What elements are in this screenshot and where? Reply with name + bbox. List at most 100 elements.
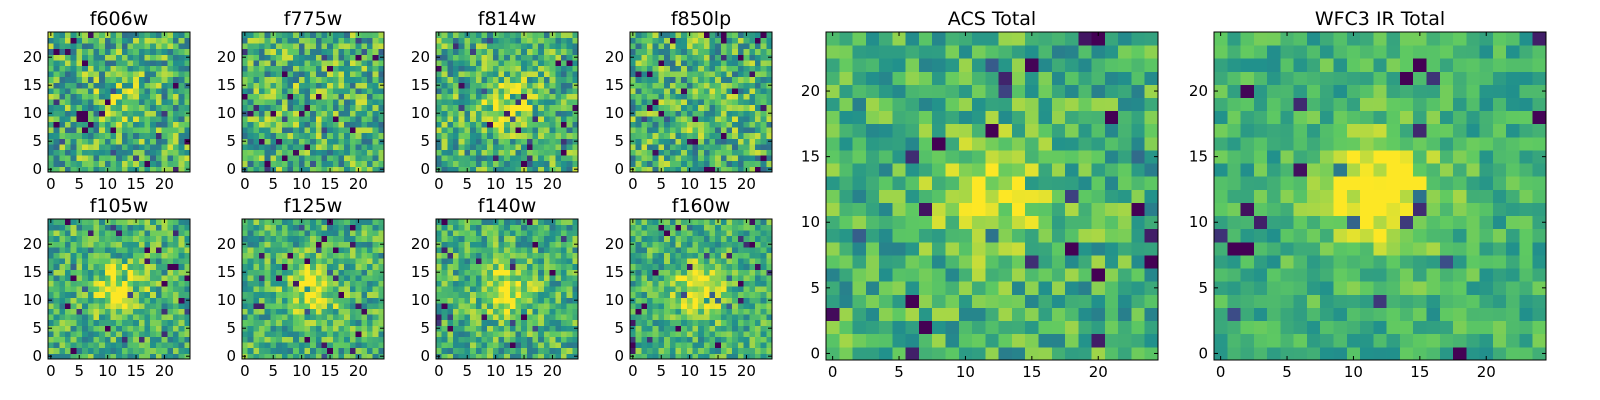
pixel-cell: [93, 149, 100, 156]
pixel-cell: [560, 32, 568, 38]
pixel-cell: [532, 308, 539, 315]
pixel-cell: [641, 325, 648, 332]
pixel-cell: [475, 247, 482, 253]
pixel-cell: [464, 314, 471, 321]
pixel-cell: [754, 121, 762, 128]
pixel-cell: [521, 291, 528, 298]
pixel-cell: [538, 155, 545, 162]
pixel-cell: [549, 37, 556, 44]
pixel-cell: [270, 138, 277, 145]
pixel-cell: [526, 82, 533, 89]
pixel-cell: [127, 65, 134, 72]
x-tick-label: 15: [514, 362, 533, 380]
pixel-cell: [760, 32, 767, 38]
pixel-cell: [155, 48, 162, 55]
pixel-cell: [754, 160, 762, 167]
pixel-cell: [504, 297, 511, 304]
pixel-cell: [150, 297, 157, 304]
pixel-cell: [675, 286, 682, 293]
pixel-cell: [732, 149, 739, 156]
pixel-cell: [538, 144, 545, 150]
pixel-cell: [492, 258, 499, 265]
pixel-cell: [76, 336, 83, 343]
pixel-cell: [178, 319, 185, 326]
pixel-cell: [253, 319, 260, 326]
pixel-cell: [110, 269, 117, 276]
pixel-cell: [65, 149, 72, 156]
pixel-cell: [675, 138, 682, 145]
pixel-cell: [681, 314, 688, 321]
pixel-cell: [310, 138, 317, 145]
pixel-cell: [515, 308, 522, 315]
pixel-cell: [264, 60, 271, 66]
pixel-cell: [372, 166, 379, 173]
pixel-cell: [110, 224, 117, 231]
pixel-cell: [521, 104, 528, 111]
pixel-cell: [453, 331, 460, 337]
pixel-cell: [760, 60, 767, 66]
pixel-cell: [669, 93, 676, 100]
pixel-cell: [264, 71, 271, 78]
pixel-cell: [178, 235, 185, 242]
pixel-cell: [669, 32, 676, 38]
pixel-cell: [178, 291, 185, 298]
pixel-cell: [726, 48, 733, 55]
pixel-cell: [737, 93, 744, 100]
pixel-cell: [87, 82, 94, 89]
pixel-cell: [726, 308, 733, 315]
pixel-cell: [247, 99, 254, 106]
pixel-cell: [675, 132, 682, 139]
pixel-cell: [737, 127, 744, 134]
pixel-cell: [538, 76, 545, 83]
pixel-cell: [669, 127, 676, 134]
pixel-cell: [355, 116, 362, 122]
pixel-cell: [338, 275, 345, 281]
pixel-cell: [127, 235, 134, 242]
pixel-cell: [116, 314, 123, 321]
pixel-cell: [298, 37, 305, 44]
pixel-cell: [242, 224, 249, 231]
pixel-cell: [315, 241, 322, 248]
pixel-cell: [470, 110, 477, 117]
pixel-cell: [276, 336, 283, 343]
pixel-cell: [664, 353, 671, 360]
pixel-cell: [572, 43, 579, 50]
pixel-cell: [555, 353, 562, 360]
pixel-cell: [178, 347, 185, 354]
pixel-cell: [754, 275, 762, 281]
pixel-cell: [82, 37, 89, 44]
pixel-cell: [344, 127, 351, 134]
pixel-cell: [172, 93, 180, 100]
pixel-cell: [276, 353, 283, 360]
pixel-cell: [127, 43, 134, 50]
pixel-cell: [715, 342, 722, 349]
pixel-cell: [635, 110, 642, 117]
pixel-cell: [361, 286, 368, 293]
pixel-cell: [155, 235, 162, 242]
pixel-cell: [532, 82, 539, 89]
pixel-cell: [172, 121, 180, 128]
pixel-cell: [270, 319, 277, 326]
pixel-cell: [116, 308, 123, 315]
y-tick-label: 0: [32, 160, 42, 178]
pixel-cell: [155, 54, 162, 61]
pixel-cell: [121, 48, 128, 55]
pixel-cell: [270, 269, 277, 276]
pixel-cell: [681, 132, 688, 139]
pixel-cell: [458, 155, 465, 162]
pixel-cell: [167, 132, 174, 139]
pixel-cell: [526, 54, 533, 61]
pixel-cell: [378, 121, 385, 128]
pixel-cell: [630, 314, 637, 321]
pixel-cell: [647, 347, 654, 354]
pixel-cell: [104, 275, 111, 281]
pixel-cell: [572, 144, 579, 150]
pixel-cell: [543, 54, 550, 61]
pixel-cell: [253, 336, 260, 343]
pixel-cell: [749, 336, 756, 343]
pixel-cell: [110, 99, 117, 106]
pixel-cell: [498, 132, 505, 139]
pixel-cell: [647, 65, 654, 72]
pixel-cell: [281, 280, 288, 287]
